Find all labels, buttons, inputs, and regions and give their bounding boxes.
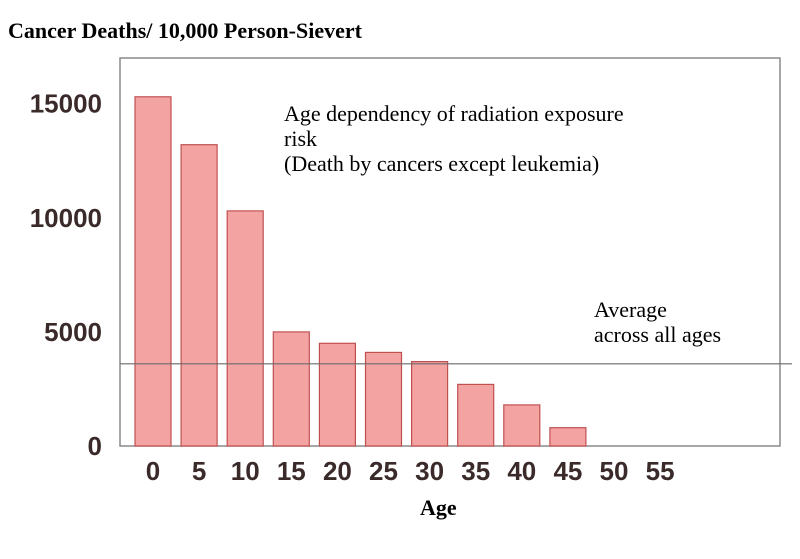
x-tick-label: 0 xyxy=(146,456,160,486)
annotation-line-3: (Death by cancers except leukemia) xyxy=(284,151,600,176)
bar-age-0 xyxy=(134,96,172,447)
x-tick-label: 5 xyxy=(192,456,206,486)
x-tick-label: 15 xyxy=(277,456,306,486)
bar-age-45 xyxy=(549,427,587,447)
plot-frame xyxy=(119,57,781,447)
average-line-label: Average across all ages xyxy=(594,297,721,347)
annotation-line-2: risk xyxy=(284,126,317,151)
bar-age-15 xyxy=(272,331,310,447)
x-tick-label: 20 xyxy=(323,456,352,486)
chart-annotation: Age dependency of radiation exposure ris… xyxy=(284,101,624,176)
average-label-line-2: across all ages xyxy=(594,322,722,347)
chart-title: Cancer Deaths/ 10,000 Person-Sievert xyxy=(8,18,362,43)
x-tick-label: 55 xyxy=(646,456,675,486)
bar-age-30 xyxy=(411,361,449,447)
x-tick-label: 50 xyxy=(600,456,629,486)
bar-age-5 xyxy=(180,144,218,447)
bar-age-10 xyxy=(226,210,264,447)
y-tick-label: 0 xyxy=(88,431,102,461)
y-tick-label: 10000 xyxy=(30,203,102,233)
x-tick-label: 10 xyxy=(231,456,260,486)
x-tick-label: 40 xyxy=(507,456,536,486)
bar-age-25 xyxy=(364,351,403,447)
bar-age-20 xyxy=(318,342,356,447)
annotation-line-1: Age dependency of radiation exposure xyxy=(284,101,624,126)
bar-age-40 xyxy=(503,404,541,447)
x-axis-label: Age xyxy=(420,495,457,520)
x-tick-label: 45 xyxy=(553,456,582,486)
x-tick-label: 30 xyxy=(415,456,444,486)
average-label-line-1: Average xyxy=(594,297,667,322)
y-tick-label: 15000 xyxy=(30,89,102,119)
bar-age-35 xyxy=(457,383,495,447)
x-tick-label: 25 xyxy=(369,456,398,486)
y-tick-label: 5000 xyxy=(44,317,102,347)
x-tick-label: 35 xyxy=(461,456,490,486)
